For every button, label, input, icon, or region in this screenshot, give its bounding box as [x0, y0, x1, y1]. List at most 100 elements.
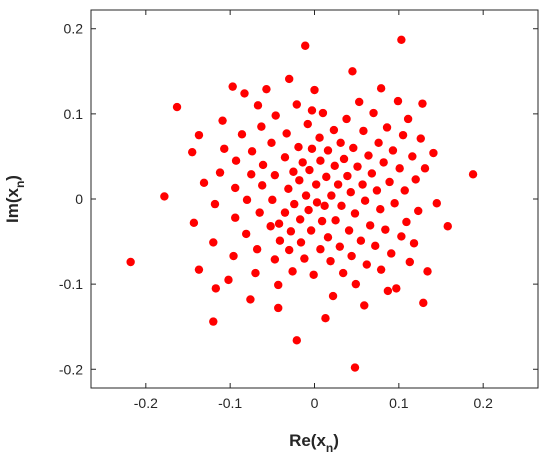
scatter-point	[379, 158, 388, 167]
scatter-point	[356, 236, 366, 245]
scatter-point	[364, 151, 373, 160]
plot-frame	[90, 9, 539, 389]
scatter-point	[303, 119, 312, 129]
scatter-point	[328, 291, 338, 301]
scatter-point	[326, 256, 335, 266]
scatter-point	[346, 187, 355, 197]
scatter-point	[255, 208, 264, 217]
scatter-point	[267, 138, 276, 148]
scatter-point	[218, 116, 227, 125]
scatter-point	[350, 363, 360, 372]
scatter-point	[309, 270, 318, 279]
x-tick-label: 0.1	[389, 395, 409, 411]
scatter-point	[274, 280, 283, 290]
scatter-point	[423, 267, 432, 276]
scatter-point	[392, 284, 401, 293]
scatter-point	[344, 226, 354, 235]
scatter-point	[323, 233, 333, 242]
scatter-point	[369, 108, 378, 118]
scatter-point	[418, 99, 427, 108]
scatter-point	[374, 138, 383, 148]
scatter-point	[468, 170, 478, 179]
scatter-point	[172, 102, 182, 112]
scatter-point	[258, 181, 267, 190]
scatter-point	[360, 196, 370, 205]
y-tick-label: -0.1	[59, 276, 83, 292]
scatter-point	[258, 160, 268, 170]
scatter-point	[403, 114, 413, 124]
scatter-point	[228, 82, 237, 91]
scatter-point	[294, 142, 303, 152]
scatter-point	[247, 147, 257, 156]
scatter-point	[220, 144, 229, 153]
scatter-point	[242, 195, 252, 205]
scatter-point	[209, 317, 218, 326]
scatter-point	[301, 191, 311, 200]
y-tick-label: 0.1	[64, 106, 84, 122]
y-axis-label: Im(xn)	[3, 175, 27, 223]
scatter-point	[284, 245, 294, 255]
scatter-point	[280, 153, 290, 162]
scatter-point	[353, 162, 362, 171]
scatter-point	[411, 175, 420, 184]
scatter-point	[295, 176, 304, 185]
scatter-point	[331, 216, 340, 225]
scatter-point	[349, 143, 358, 153]
scatter-point	[408, 152, 417, 161]
scatter-point	[330, 161, 339, 170]
scatter-point	[271, 111, 280, 120]
scatter-point	[359, 126, 368, 136]
scatter-point	[188, 147, 197, 157]
scatter-point	[240, 89, 249, 98]
y-tick-label: 0.2	[64, 21, 84, 37]
scatter-point	[327, 191, 336, 200]
x-tick-marks	[145, 10, 484, 388]
scatter-point	[270, 170, 280, 180]
scatter-point	[229, 251, 238, 261]
scatter-point	[362, 260, 371, 269]
scatter-point	[292, 100, 301, 109]
scatter-point	[274, 303, 283, 313]
scatter-point	[241, 229, 251, 239]
scatter-point	[247, 170, 256, 179]
scatter-point	[355, 97, 364, 107]
scatter-point	[397, 35, 406, 44]
scatter-point	[253, 101, 263, 110]
scatter-point	[257, 122, 266, 131]
scatter-point	[405, 257, 415, 267]
scatter-point	[338, 268, 348, 278]
scatter-point	[304, 205, 313, 215]
scatter-point	[318, 108, 328, 118]
scatter-point	[298, 158, 307, 167]
scatter-point	[385, 177, 394, 187]
scatter-point	[307, 106, 317, 115]
scatter-point	[335, 242, 345, 251]
scatter-point	[270, 255, 280, 264]
scatter-point	[210, 199, 220, 209]
scatter-point	[160, 192, 169, 201]
scatter-point	[348, 67, 357, 76]
scatter-point	[395, 164, 404, 173]
scatter-point	[286, 227, 296, 236]
scatter-point	[372, 186, 382, 195]
scatter-point	[402, 217, 411, 227]
scatter-point	[215, 168, 225, 177]
scatter-point	[387, 249, 396, 258]
data-points	[126, 35, 478, 372]
scatter-point	[305, 165, 314, 175]
scatter-point	[268, 195, 277, 205]
scatter-point	[371, 241, 380, 251]
scatter-point	[414, 206, 423, 216]
scatter-point	[358, 180, 367, 189]
scatter-point	[342, 114, 351, 124]
scatter-point	[419, 298, 428, 308]
x-tick-labels: -0.2 -0.1 0 0.1 0.2	[134, 395, 493, 411]
scatter-point	[383, 286, 393, 296]
scatter-point	[275, 236, 285, 245]
x-tick-label: 0.2	[473, 395, 493, 411]
scatter-point	[262, 84, 271, 94]
scatter-point	[237, 130, 247, 139]
y-tick-label: 0	[75, 191, 83, 207]
